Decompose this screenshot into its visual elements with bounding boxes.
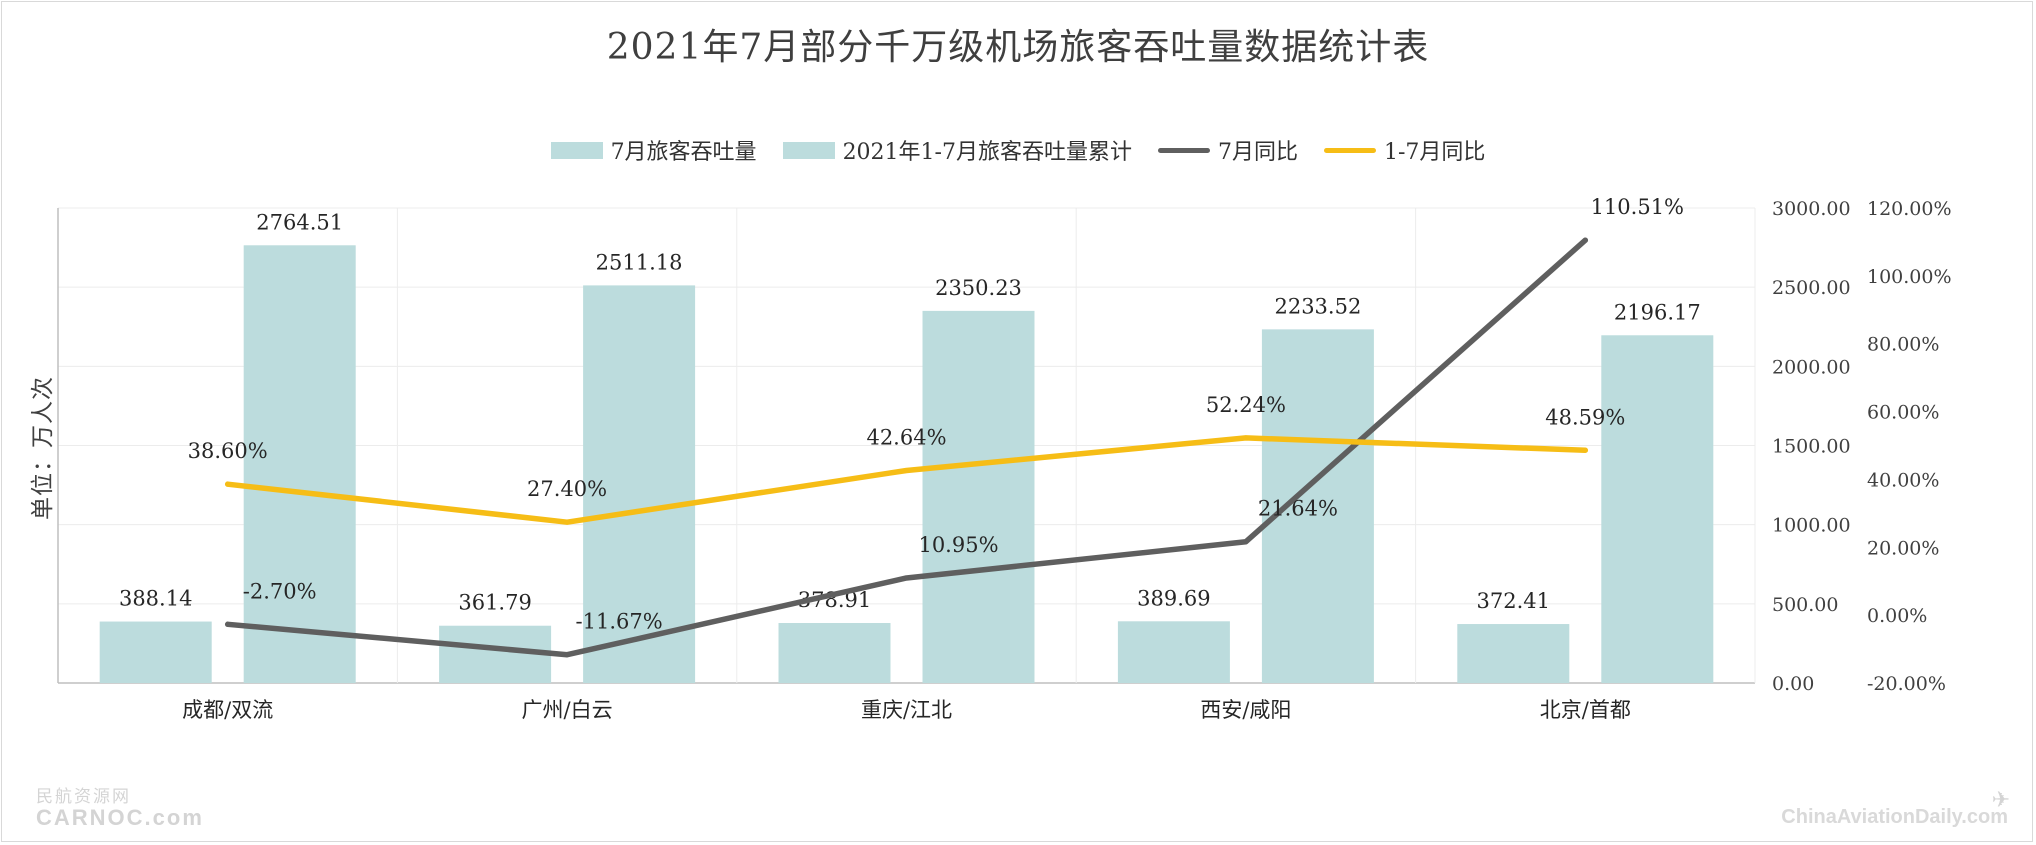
bar-data-label: 372.41 bbox=[1477, 589, 1550, 613]
y-tick-label: 2000.00 bbox=[1772, 356, 1851, 378]
legend-label-cumulative-volume: 2021年1-7月旅客吞吐量累计 bbox=[842, 140, 1132, 165]
chart-legend: 7月旅客吞吐量 2021年1-7月旅客吞吐量累计 7月同比 1-7月同比 bbox=[0, 134, 2036, 166]
line-point bbox=[904, 575, 909, 581]
bar-data-label: 2764.51 bbox=[256, 210, 343, 234]
bar bbox=[922, 310, 1035, 683]
line-data-label: 42.64% bbox=[866, 425, 946, 449]
bar-data-label: 2350.23 bbox=[935, 276, 1022, 300]
bar-data-label: 361.79 bbox=[458, 591, 531, 615]
watermark-chinaaviationdaily: ChinaAviationDaily.com bbox=[1781, 806, 2008, 828]
bar-data-label: 2511.18 bbox=[596, 250, 683, 274]
watermark-carnoc: 民航资源网 CARNOC.com bbox=[36, 788, 204, 829]
bar bbox=[778, 623, 891, 683]
bar bbox=[243, 245, 356, 683]
legend-item-cumulative-volume: 2021年1-7月旅客吞吐量累计 bbox=[782, 134, 1132, 166]
y2-tick-label: 40.00% bbox=[1867, 469, 1939, 491]
legend-swatch-ytd-yoy bbox=[1323, 147, 1376, 153]
legend-label-july-volume: 7月旅客吞吐量 bbox=[610, 140, 757, 165]
line-point bbox=[564, 519, 570, 525]
y-tick-label: 500.00 bbox=[1772, 594, 1838, 616]
y2-tick-label: 0.00% bbox=[1867, 605, 1927, 627]
y2-tick-label: 60.00% bbox=[1867, 402, 1939, 424]
bar-data-label: 2233.52 bbox=[1274, 294, 1361, 318]
line-point bbox=[1582, 447, 1588, 453]
bar bbox=[1117, 621, 1230, 683]
bar-data-label: 2196.17 bbox=[1614, 300, 1701, 324]
line-data-label: 10.95% bbox=[918, 533, 998, 557]
line-data-label: 110.51% bbox=[1591, 195, 1684, 219]
bar bbox=[583, 285, 696, 683]
y-tick-label: 3000.00 bbox=[1772, 198, 1851, 220]
legend-label-ytd-yoy: 1-7月同比 bbox=[1383, 140, 1486, 165]
series-line bbox=[224, 435, 1589, 525]
line-data-label: 21.64% bbox=[1258, 497, 1338, 521]
x-category-label: 北京/首都 bbox=[1540, 698, 1631, 722]
bar bbox=[1601, 335, 1714, 683]
line-point bbox=[225, 621, 231, 627]
y-tick-label: 0.00 bbox=[1772, 673, 1814, 695]
legend-item-ytd-yoy: 1-7月同比 bbox=[1323, 134, 1486, 166]
line-data-label: -2.70% bbox=[243, 579, 317, 603]
watermark-carnoc-en: CARNOC.com bbox=[36, 805, 204, 830]
y2-tick-label: 120.00% bbox=[1867, 198, 1952, 220]
line-data-label: -11.67% bbox=[576, 610, 663, 634]
line-point bbox=[564, 652, 570, 658]
line-data-label: 52.24% bbox=[1206, 393, 1286, 417]
line-point bbox=[225, 481, 231, 487]
line-point bbox=[1243, 539, 1249, 545]
y-tick-label: 1500.00 bbox=[1772, 436, 1851, 458]
y2-tick-label: 100.00% bbox=[1867, 266, 1952, 288]
y-tick-label: 2500.00 bbox=[1772, 277, 1851, 299]
legend-label-july-yoy: 7月同比 bbox=[1217, 140, 1298, 165]
watermark-carnoc-cn: 民航资源网 bbox=[36, 787, 131, 806]
legend-item-july-volume: 7月旅客吞吐量 bbox=[550, 134, 757, 166]
bar bbox=[1457, 624, 1570, 683]
line-point bbox=[1582, 237, 1588, 243]
bar-data-label: 389.69 bbox=[1137, 586, 1210, 610]
chart-title: 2021年7月部分千万级机场旅客吞吐量数据统计表 bbox=[606, 27, 1430, 68]
y2-tick-label: -20.00% bbox=[1867, 673, 1946, 695]
line-data-label: 27.40% bbox=[527, 477, 607, 501]
bar-data-label: 388.14 bbox=[119, 587, 192, 611]
line-data-label: 38.60% bbox=[188, 439, 268, 463]
legend-swatch-cumulative-volume bbox=[782, 141, 835, 159]
x-category-label: 西安/咸阳 bbox=[1200, 698, 1291, 722]
y2-tick-label: 20.00% bbox=[1867, 537, 1939, 559]
x-category-label: 成都/双流 bbox=[182, 698, 273, 722]
x-category-label: 广州/白云 bbox=[522, 698, 613, 722]
y-tick-label: 1000.00 bbox=[1772, 515, 1851, 537]
line-point bbox=[904, 467, 909, 473]
x-category-label: 重庆/江北 bbox=[861, 698, 952, 722]
bar bbox=[99, 621, 212, 683]
line-point bbox=[1243, 435, 1249, 441]
bar bbox=[1261, 329, 1374, 683]
legend-swatch-july-volume bbox=[550, 141, 603, 159]
line-data-label: 48.59% bbox=[1545, 405, 1625, 429]
plane-icon: ✈ bbox=[1991, 788, 2010, 813]
legend-swatch-july-yoy bbox=[1157, 147, 1210, 153]
legend-item-july-yoy: 7月同比 bbox=[1157, 134, 1298, 166]
y2-tick-label: 80.00% bbox=[1867, 334, 1939, 356]
